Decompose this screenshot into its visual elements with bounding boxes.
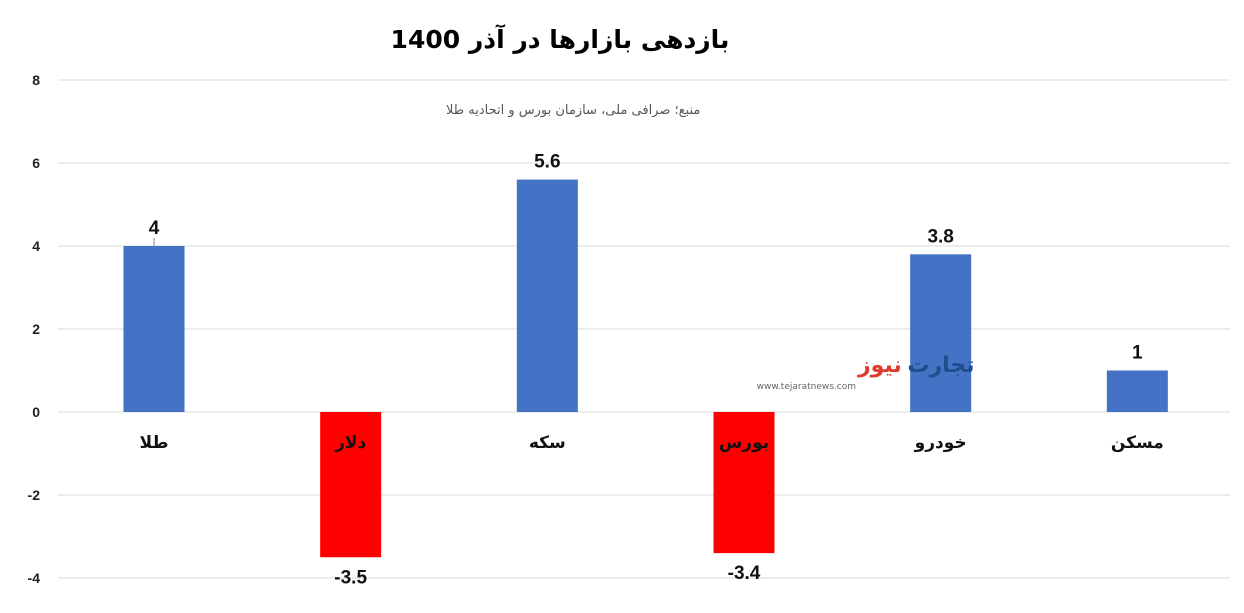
watermark-logo: تجارت نیوز www.tejaratnews.com <box>757 353 975 392</box>
bar <box>910 254 972 412</box>
y-tick-label: 2 <box>32 321 40 337</box>
category-label: بورس <box>719 433 769 453</box>
data-label: -3.4 <box>728 563 761 584</box>
y-tick-label: -4 <box>28 570 41 586</box>
logo-url: www.tejaratnews.com <box>757 382 856 392</box>
y-tick-label: 4 <box>32 238 40 254</box>
data-label: 5.6 <box>534 152 560 173</box>
chart-source: منبع؛ صرافی ملی، سازمان بورس و اتحادیه ط… <box>446 103 700 118</box>
bar <box>320 412 382 558</box>
svg-text:تجارت نیوز: تجارت نیوز <box>857 353 975 378</box>
y-tick-label: 6 <box>32 155 40 171</box>
y-tick-label: 8 <box>32 72 40 88</box>
data-labels: 4 -3.5 5.6 -3.4 3.8 1 <box>149 152 1143 589</box>
data-label: 4 <box>149 218 160 239</box>
data-label: -3.5 <box>334 567 367 588</box>
data-label: 1 <box>1132 343 1143 364</box>
category-label: دلار <box>334 433 366 453</box>
bar <box>713 412 775 554</box>
category-labels: طلا دلار سکه بورس خودرو مسکن <box>140 433 1164 453</box>
data-label: 3.8 <box>927 226 953 247</box>
gridlines <box>58 79 1230 579</box>
category-label: سکه <box>529 433 566 453</box>
chart-title: بازدهی بازارها در آذر 1400 <box>391 24 730 54</box>
logo-brand-part2: نیوز <box>857 353 902 378</box>
bar <box>516 179 578 412</box>
y-tick-label: 0 <box>32 404 40 420</box>
logo-brand-part1: تجارت <box>907 353 974 378</box>
bar <box>1106 370 1168 412</box>
category-label: خودرو <box>914 433 967 453</box>
y-axis-ticks: 8 6 4 2 0 -2 -4 <box>28 72 41 586</box>
bars <box>123 179 1168 558</box>
category-label: طلا <box>140 433 169 453</box>
bar <box>123 246 185 412</box>
y-tick-label: -2 <box>28 487 41 503</box>
category-label: مسکن <box>1111 433 1164 453</box>
